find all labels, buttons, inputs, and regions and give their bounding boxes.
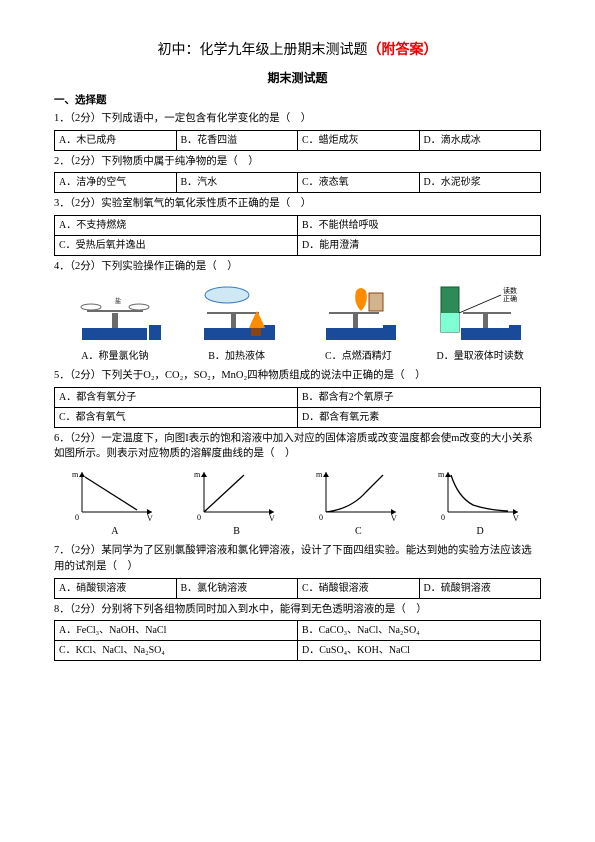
q7-opt-a: A．硝酸钡溶液 <box>55 578 177 598</box>
svg-text:0: 0 <box>197 513 201 522</box>
q7-opt-c: C．硝酸银溶液 <box>298 578 420 598</box>
svg-text:0: 0 <box>441 513 445 522</box>
q1-opt-c: C．蜡炬成灰 <box>298 130 420 150</box>
q6-stem: 6．（2分）一定温度下，向图I表示的饱和溶液中加入对应的固体溶质或改变温度都会使… <box>54 431 541 463</box>
q6-graph-c: m V 0 <box>298 465 420 523</box>
title-prefix: 初中：化学九年级上册期末测试题 <box>158 43 368 58</box>
q2-stem: 2．（2分）下列物质中属于纯净物的是（ ） <box>54 154 541 170</box>
q1-opt-a: A．木已成舟 <box>55 130 177 150</box>
q3-opt-d: D．能用澄清 <box>298 236 541 256</box>
q4-img-c <box>298 278 420 348</box>
q5-opt-b: B．都含有2个氧原子 <box>298 387 541 407</box>
graph-decreasing-linear-icon: m V 0 <box>67 467 162 522</box>
q4-label-b: B．加热液体 <box>176 348 298 365</box>
svg-text:正确: 正确 <box>503 294 517 303</box>
q1-opt-b: B．花香四溢 <box>176 130 298 150</box>
q3-options: A．不支持燃烧B．不能供给呼吸 C．受热后氧并逸出D．能用澄清 <box>54 215 541 256</box>
svg-text:V: V <box>391 514 397 522</box>
q8-options: A．FeCl₃、NaOH、NaClB．CaCO₃、NaCl、Na₂SO₄ C．K… <box>54 620 541 661</box>
q5-opt-c: C．都含有氧气 <box>55 407 298 427</box>
svg-text:0: 0 <box>319 513 323 522</box>
svg-text:m: m <box>316 470 323 479</box>
q3-opt-a: A．不支持燃烧 <box>55 216 298 236</box>
q4-images: 盐 <box>54 278 541 365</box>
q8-opt-d: D．CuSO₄、KOH、NaCl <box>298 641 541 661</box>
q6-label-a: A <box>54 523 176 540</box>
q2-opt-a: A．洁净的空气 <box>55 173 177 193</box>
q2-opt-c: C．液态氧 <box>298 173 420 193</box>
q6-graph-a: m V 0 <box>54 465 176 523</box>
q3-opt-c: C．受热后氧并逸出 <box>55 236 298 256</box>
svg-text:V: V <box>147 514 153 522</box>
svg-text:盐: 盐 <box>115 297 121 305</box>
q1-options: A．木已成舟 B．花香四溢 C．蜡炬成灰 D．滴水成冰 <box>54 130 541 151</box>
q4-img-a: 盐 <box>54 278 176 348</box>
graph-decreasing-curve-icon: m V 0 <box>433 467 528 522</box>
q5-stem: 5．（2分）下列关于O₂，CO₂，SO₂，MnO₂四种物质组成的说法中正确的是（… <box>54 368 541 384</box>
q7-stem: 7．（2分）某同学为了区别氯酸钾溶液和氯化钾溶液，设计了下面四组实验。能达到她的… <box>54 543 541 575</box>
q7-opt-b: B．氯化钠溶液 <box>176 578 298 598</box>
subtitle: 期末测试题 <box>54 69 541 87</box>
svg-text:V: V <box>269 514 275 522</box>
svg-text:读数: 读数 <box>503 286 517 295</box>
q8-opt-a: A．FeCl₃、NaOH、NaCl <box>55 621 298 641</box>
q3-opt-b: B．不能供给呼吸 <box>298 216 541 236</box>
q6-graph-d: m V 0 <box>419 465 541 523</box>
q7-opt-d: D．硫酸铜溶液 <box>419 578 541 598</box>
q7-options: A．硝酸钡溶液 B．氯化钠溶液 C．硝酸银溶液 D．硫酸铜溶液 <box>54 578 541 599</box>
section-1-head: 一、选择题 <box>54 93 541 109</box>
q2-options: A．洁净的空气 B．汽水 C．液态氧 D．水泥砂浆 <box>54 172 541 193</box>
q8-opt-b: B．CaCO₃、NaCl、Na₂SO₄ <box>298 621 541 641</box>
q6-label-d: D <box>419 523 541 540</box>
svg-text:m: m <box>194 470 201 479</box>
heating-icon <box>189 283 284 343</box>
q6-label-c: C <box>298 523 420 540</box>
q5-options: A．都含有氧分子B．都含有2个氧原子 C．都含有氧气D．都含有氧元素 <box>54 387 541 428</box>
q4-label-d: D．量取液体时读数 <box>419 348 541 365</box>
q4-img-d: 读数 正确 <box>419 278 541 348</box>
q5-opt-a: A．都含有氧分子 <box>55 387 298 407</box>
svg-text:V: V <box>513 514 519 522</box>
q6-label-b: B <box>176 523 298 540</box>
svg-text:m: m <box>72 470 79 479</box>
title-suffix: （附答案） <box>368 43 438 58</box>
q4-label-a: A．称量氯化钠 <box>54 348 176 365</box>
q8-opt-c: C．KCl、NaCl、Na₂SO₄ <box>55 641 298 661</box>
q8-stem: 8．（2分）分别将下列各组物质同时加入到水中，能得到无色透明溶液的是（ ） <box>54 602 541 618</box>
q1-stem: 1．（2分）下列成语中，一定包含有化学变化的是（ ） <box>54 111 541 127</box>
q5-opt-d: D．都含有氧元素 <box>298 407 541 427</box>
q2-opt-b: B．汽水 <box>176 173 298 193</box>
svg-text:0: 0 <box>75 513 79 522</box>
graph-increasing-linear-icon: m V 0 <box>189 467 284 522</box>
balance-icon: 盐 <box>67 283 162 343</box>
q6-graph-b: m V 0 <box>176 465 298 523</box>
q1-opt-d: D．滴水成冰 <box>419 130 541 150</box>
lamp-icon <box>311 283 406 343</box>
q4-stem: 4．（2分）下列实验操作正确的是（ ） <box>54 259 541 275</box>
page-title: 初中：化学九年级上册期末测试题（附答案） <box>54 40 541 61</box>
cylinder-read-icon: 读数 正确 <box>433 283 528 343</box>
q3-stem: 3．（2分）实验室制氧气的氧化汞性质不正确的是（ ） <box>54 196 541 212</box>
q4-img-b <box>176 278 298 348</box>
q4-label-c: C．点燃酒精灯 <box>298 348 420 365</box>
q6-graphs: m V 0 m V 0 m <box>54 465 541 540</box>
svg-text:m: m <box>438 470 445 479</box>
graph-increasing-curve-icon: m V 0 <box>311 467 406 522</box>
q2-opt-d: D．水泥砂浆 <box>419 173 541 193</box>
